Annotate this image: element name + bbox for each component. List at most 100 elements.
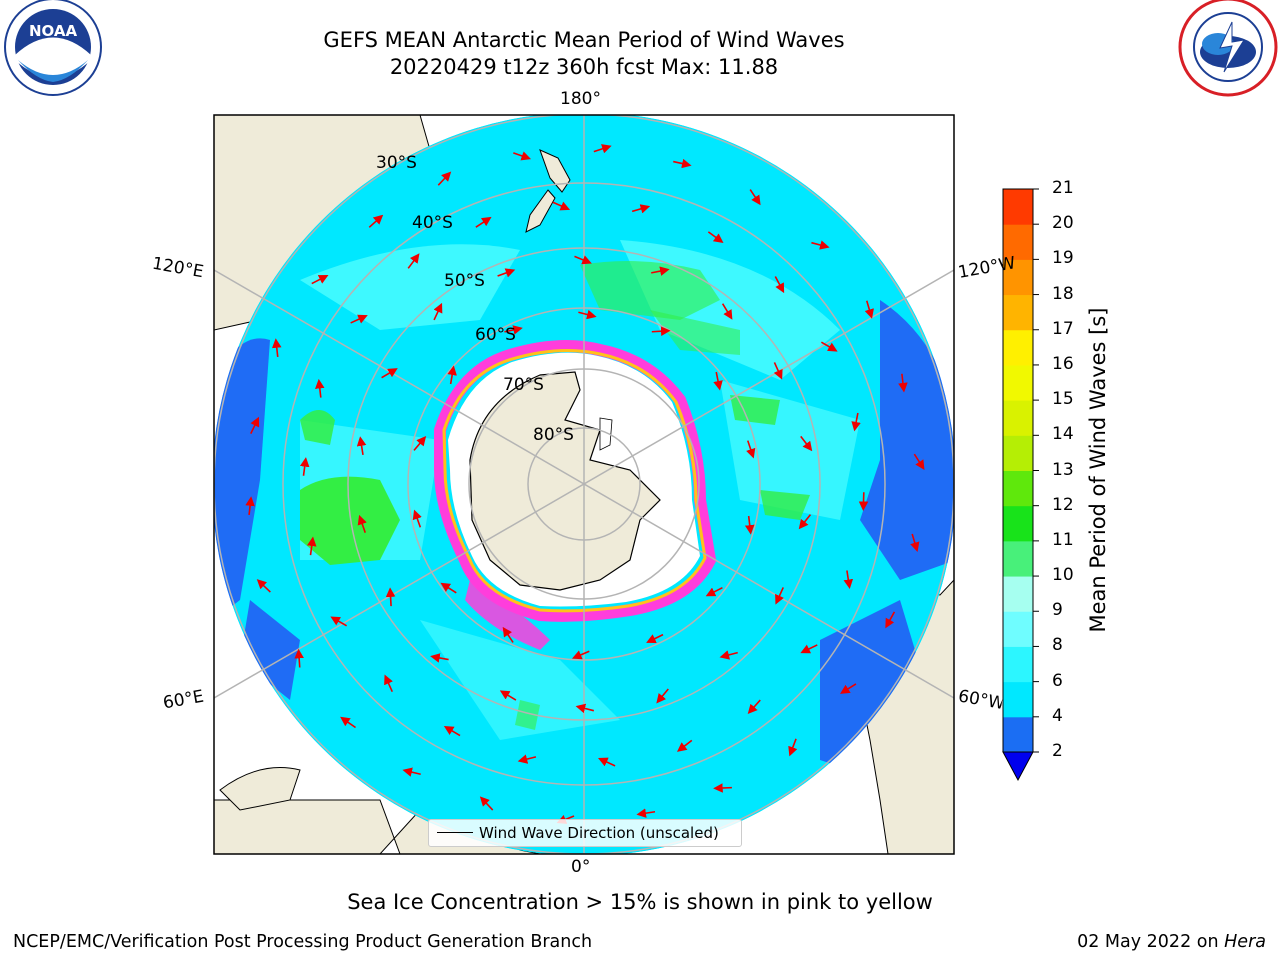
wind-wave-arrow <box>747 699 761 715</box>
lat-label-80s: 80°S <box>533 425 574 445</box>
wind-wave-arrow <box>574 255 592 265</box>
colorbar-tick-label: 15 <box>1052 389 1074 410</box>
colorbar-tick-label: 16 <box>1052 353 1074 374</box>
antarctica <box>448 352 700 607</box>
wind-wave-arrow <box>707 231 724 243</box>
wind-wave-arrow <box>497 268 516 278</box>
wind-wave-arrow <box>245 496 255 516</box>
wind-wave-arrow <box>676 739 693 752</box>
colorbar-tick-label: 2 <box>1052 741 1063 761</box>
colorbar-segment <box>1003 505 1033 542</box>
sea-ice <box>434 340 717 650</box>
wind-wave-arrows <box>245 144 925 824</box>
nws-logo <box>1178 0 1278 97</box>
footer-credit: NCEP/EMC/Verification Post Processing Pr… <box>13 932 593 952</box>
noaa-logo: NOAA <box>4 0 102 96</box>
wind-wave-arrow <box>385 587 396 607</box>
wind-wave-arrow <box>357 514 367 533</box>
wind-wave-arrow <box>315 378 325 398</box>
colorbar-segment <box>1003 400 1033 436</box>
legend-label: Wind Wave Direction (unscaled) <box>479 824 719 842</box>
wind-wave-arrow <box>330 616 348 627</box>
wind-wave-arrow <box>306 536 317 556</box>
wind-wave-arrow <box>402 767 421 777</box>
legend-line-sample <box>437 832 473 834</box>
lat-label-40s: 40°S <box>412 213 453 233</box>
colorbar-tick-label: 6 <box>1052 670 1063 691</box>
wind-wave-arrow <box>443 725 461 737</box>
colorbar-segment <box>1003 646 1033 683</box>
wind-wave-arrow <box>407 253 420 269</box>
colorbar <box>1002 188 1039 782</box>
wind-wave-arrow <box>430 653 449 663</box>
colorbar-segment <box>1003 189 1033 225</box>
colorbar-segment <box>1003 716 1033 753</box>
wind-wave-arrow <box>898 373 908 393</box>
colorbar-segment <box>1003 259 1033 296</box>
wind-wave-arrow <box>433 302 443 321</box>
chart-title: GEFS MEAN Antarctic Mean Period of Wind … <box>323 28 845 52</box>
map-area <box>214 115 954 854</box>
wind-wave-arrow <box>502 626 514 643</box>
lat-label-50s: 50°S <box>444 271 485 291</box>
wind-wave-arrow <box>593 144 612 154</box>
colorbar-tick-label: 4 <box>1052 705 1063 726</box>
colorbar-tick-label: 10 <box>1052 565 1074 586</box>
wind-wave-arrow <box>749 189 761 206</box>
colorbar-tick-label: 11 <box>1052 529 1074 550</box>
lon-label-180: 180° <box>560 89 601 109</box>
wind-wave-arrow <box>820 341 838 352</box>
colorbar-segment <box>1003 470 1033 507</box>
wind-wave-arrow <box>773 362 783 380</box>
footer-date-text: 02 May 2022 on <box>1077 932 1225 952</box>
wind-wave-arrow <box>713 371 723 391</box>
wind-wave-arrow <box>885 611 896 629</box>
wind-wave-arrow <box>646 633 664 643</box>
wind-wave-arrow <box>719 650 738 660</box>
wind-wave-arrow <box>250 416 260 434</box>
wind-wave-arrow <box>552 201 571 211</box>
wind-wave-arrow <box>440 582 457 594</box>
colorbar-tick-label: 14 <box>1052 424 1074 445</box>
footer-date: 02 May 2022 on Hera <box>1077 932 1266 952</box>
colorbar-segment <box>1003 681 1033 718</box>
colorbar-tick-label: 9 <box>1052 600 1063 621</box>
wind-wave-arrow <box>350 314 368 324</box>
colorbar-tick-label: 21 <box>1052 178 1074 198</box>
wind-wave-arrow <box>575 703 595 714</box>
footer-host: Hera <box>1224 932 1266 952</box>
wind-wave-arrow <box>800 644 818 654</box>
wind-wave-arrow <box>744 515 755 535</box>
wind-wave-arrow <box>774 276 785 294</box>
wind-wave-arrow <box>256 579 271 593</box>
colorbar-tick-label: 19 <box>1052 248 1074 269</box>
wind-wave-arrow <box>651 266 670 276</box>
wind-wave-arrow <box>294 648 304 668</box>
wind-wave-arrow <box>840 683 857 694</box>
wind-wave-arrow <box>517 754 537 764</box>
wind-wave-arrow <box>673 158 692 169</box>
wind-wave-arrow <box>437 171 452 186</box>
wind-wave-arrow <box>636 808 656 818</box>
wind-wave-arrow <box>447 365 457 385</box>
wind-wave-arrow <box>788 738 798 757</box>
wind-wave-arrow <box>356 436 367 455</box>
lat-label-60s: 60°S <box>475 325 516 345</box>
colorbar-segment <box>1003 364 1033 401</box>
wind-wave-arrow <box>311 274 329 285</box>
wind-wave-arrow <box>721 303 733 320</box>
colorbar-tick-label: 8 <box>1052 635 1063 656</box>
wind-wave-arrow <box>340 716 357 729</box>
wind-wave-arrow <box>811 240 830 250</box>
colorbar-segment <box>1003 294 1033 331</box>
colorbar-label: Mean Period of Wind Waves [s] <box>1086 307 1110 633</box>
wind-wave-arrow <box>864 300 874 319</box>
lat-label-70s: 70°S <box>503 375 544 395</box>
wind-wave-arrow <box>843 570 854 590</box>
wind-wave-arrow <box>656 688 669 704</box>
wind-wave-arrow <box>578 309 597 320</box>
wind-wave-arrow <box>479 796 494 811</box>
wind-wave-arrow <box>598 757 616 767</box>
colorbar-segment <box>1003 576 1033 612</box>
